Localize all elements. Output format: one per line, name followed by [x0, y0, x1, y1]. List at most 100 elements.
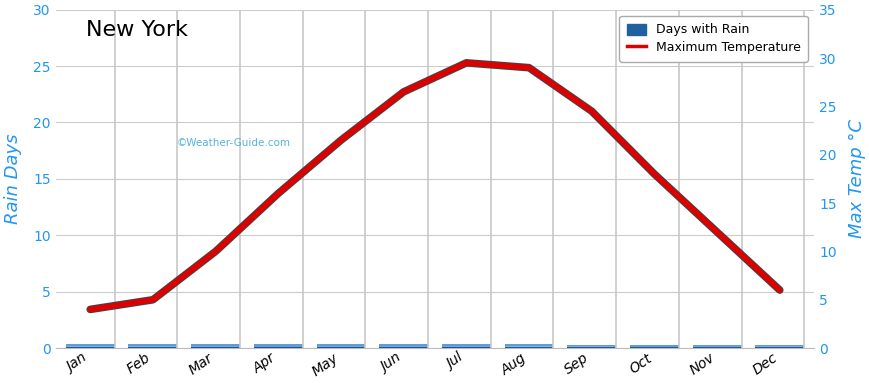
- Bar: [191, 345, 240, 347]
- Bar: [504, 345, 553, 347]
- Bar: [504, 345, 553, 347]
- Bar: [629, 345, 678, 347]
- Bar: [441, 345, 490, 347]
- Bar: [316, 345, 365, 347]
- Bar: [441, 346, 490, 348]
- Bar: [754, 345, 803, 347]
- Bar: [316, 345, 365, 347]
- Bar: [254, 345, 302, 347]
- Bar: [441, 345, 490, 347]
- Bar: [379, 344, 428, 346]
- Bar: [66, 346, 115, 348]
- Bar: [504, 344, 553, 346]
- Bar: [254, 345, 302, 347]
- Bar: [567, 346, 615, 348]
- Bar: [567, 345, 615, 346]
- Bar: [191, 344, 240, 346]
- Bar: [754, 346, 803, 348]
- Bar: [254, 346, 302, 348]
- Bar: [441, 345, 490, 348]
- Bar: [692, 345, 740, 347]
- Bar: [692, 346, 740, 348]
- Bar: [129, 344, 177, 346]
- Bar: [191, 345, 240, 347]
- Bar: [692, 346, 740, 348]
- Bar: [379, 344, 428, 346]
- Bar: [441, 344, 490, 346]
- Bar: [441, 346, 490, 348]
- Bar: [379, 344, 428, 346]
- Bar: [129, 345, 177, 347]
- Bar: [629, 346, 678, 348]
- Bar: [629, 345, 678, 347]
- Bar: [316, 346, 365, 348]
- Bar: [129, 345, 177, 347]
- Bar: [66, 345, 115, 347]
- Bar: [629, 346, 678, 348]
- Bar: [66, 344, 115, 346]
- Bar: [254, 345, 302, 348]
- Bar: [316, 345, 365, 347]
- Bar: [504, 345, 553, 347]
- Bar: [754, 345, 803, 347]
- Bar: [441, 345, 490, 347]
- Bar: [692, 346, 740, 348]
- Bar: [754, 346, 803, 348]
- Bar: [567, 345, 615, 347]
- Bar: [191, 345, 240, 347]
- Bar: [191, 345, 240, 347]
- Bar: [441, 345, 490, 347]
- Bar: [379, 345, 428, 347]
- Bar: [66, 345, 115, 347]
- Bar: [692, 345, 740, 347]
- Bar: [567, 345, 615, 347]
- Bar: [316, 345, 365, 348]
- Bar: [316, 345, 365, 347]
- Bar: [441, 346, 490, 348]
- Bar: [129, 346, 177, 348]
- Bar: [567, 345, 615, 347]
- Bar: [254, 345, 302, 347]
- Bar: [629, 346, 678, 348]
- Bar: [692, 346, 740, 348]
- Bar: [316, 344, 365, 347]
- Bar: [191, 345, 240, 347]
- Bar: [629, 346, 678, 348]
- Bar: [66, 345, 115, 347]
- Bar: [379, 346, 428, 348]
- Bar: [441, 345, 490, 347]
- Bar: [629, 346, 678, 347]
- Bar: [316, 345, 365, 347]
- Bar: [191, 345, 240, 347]
- Bar: [129, 345, 177, 347]
- Bar: [692, 346, 740, 348]
- Bar: [316, 345, 365, 347]
- Bar: [66, 344, 115, 346]
- Bar: [66, 345, 115, 347]
- Bar: [66, 344, 115, 346]
- Bar: [692, 346, 740, 347]
- Bar: [567, 345, 615, 346]
- Bar: [254, 345, 302, 347]
- Bar: [754, 345, 803, 347]
- Bar: [316, 344, 365, 347]
- Bar: [316, 345, 365, 347]
- Bar: [379, 344, 428, 346]
- Bar: [504, 346, 553, 348]
- Bar: [191, 344, 240, 346]
- Bar: [692, 345, 740, 347]
- Bar: [441, 345, 490, 347]
- Bar: [504, 345, 553, 347]
- Bar: [629, 346, 678, 348]
- Bar: [504, 345, 553, 347]
- Bar: [254, 345, 302, 347]
- Bar: [754, 345, 803, 347]
- Bar: [191, 346, 240, 348]
- Bar: [754, 346, 803, 348]
- Bar: [191, 345, 240, 347]
- Bar: [504, 344, 553, 346]
- Bar: [567, 346, 615, 347]
- Bar: [191, 345, 240, 347]
- Bar: [441, 344, 490, 346]
- Bar: [629, 346, 678, 348]
